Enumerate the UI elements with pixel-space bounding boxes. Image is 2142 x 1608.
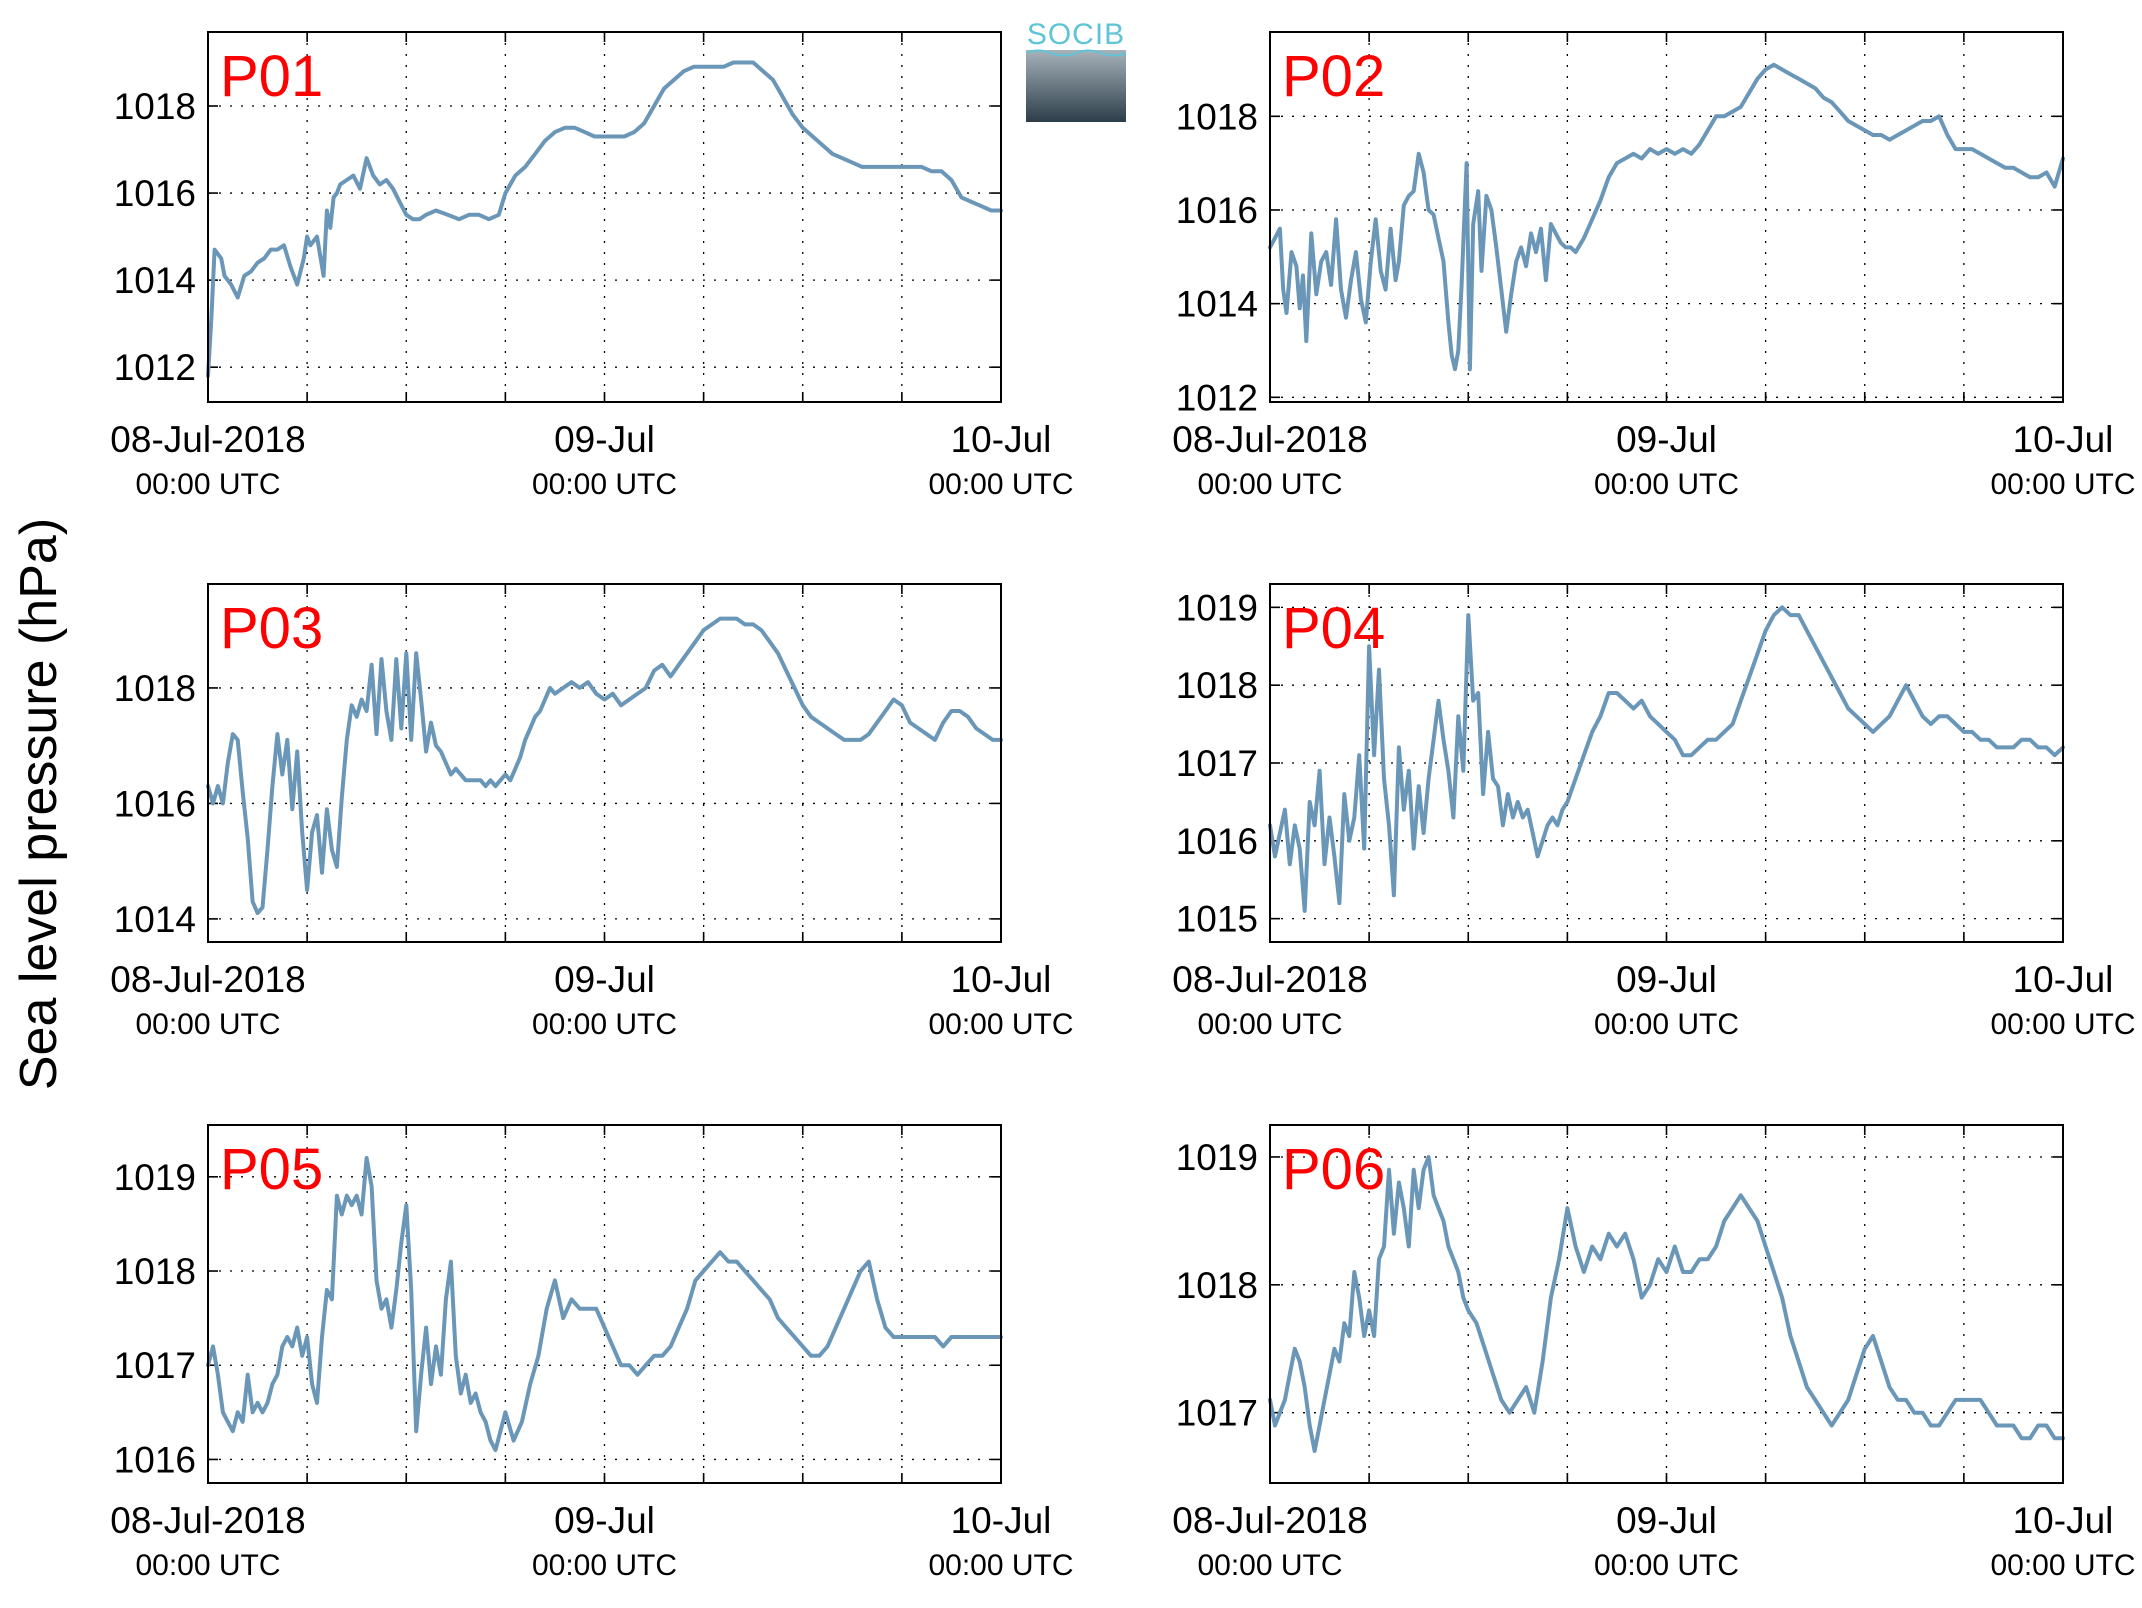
logo-wave (1026, 49, 1126, 57)
y-tick-label: 1018 (1176, 665, 1258, 706)
x-tick-label: 10-Jul (951, 419, 1052, 460)
x-tick-label: 10-Jul (951, 959, 1052, 1000)
y-tick-label: 1019 (1176, 1137, 1258, 1178)
x-tick-sublabel: 00:00 UTC (1990, 1549, 2135, 1582)
x-tick-label: 09-Jul (554, 1500, 655, 1541)
axes-frame (1269, 31, 2064, 403)
panel-p01: 1012 1014 1016 1018 08-Jul-2018 00:00 UTC 09-J… (110, 31, 1074, 501)
x-tick-label: 09-Jul (1616, 419, 1717, 460)
x-tick-label: 09-Jul (554, 959, 655, 1000)
y-tick-label: 1014 (114, 260, 196, 301)
logo-text: SOCIB (1026, 18, 1126, 51)
logo-box (1026, 50, 1126, 122)
x-tick-label: 09-Jul (1616, 959, 1717, 1000)
y-tick-label: 1018 (1176, 1265, 1258, 1306)
x-tick-sublabel: 00:00 UTC (1990, 468, 2135, 501)
x-tick-label: 08-Jul-2018 (1172, 419, 1367, 460)
y-tick-label: 1012 (114, 347, 196, 388)
x-tick-sublabel: 00:00 UTC (532, 468, 677, 501)
x-tick-label: 08-Jul-2018 (110, 419, 305, 460)
x-tick-sublabel: 00:00 UTC (1594, 1549, 1739, 1582)
panel-label: P03 (220, 596, 323, 661)
axes-frame (1269, 1124, 2064, 1484)
panel-p04: 1015 1016 1017 1018 1019 08-Jul-2018 00:00 UTC… (1172, 583, 2136, 1041)
x-tick-sublabel: 00:00 UTC (1197, 468, 1342, 501)
x-tick-sublabel: 00:00 UTC (928, 468, 1073, 501)
y-tick-label: 1016 (1176, 190, 1258, 231)
series-line (1268, 605, 2065, 913)
panel-label: P01 (220, 44, 323, 109)
x-tick-sublabel: 00:00 UTC (532, 1549, 677, 1582)
x-tick-label: 08-Jul-2018 (110, 1500, 305, 1541)
y-tick-label: 1017 (1176, 743, 1258, 784)
y-tick-label: 1017 (1176, 1393, 1258, 1434)
y-tick-label: 1014 (114, 899, 196, 940)
series-line (206, 1156, 1003, 1452)
x-tick-label: 09-Jul (1616, 1500, 1717, 1541)
y-tick-label: 1012 (1176, 377, 1258, 418)
y-tick-label: 1016 (114, 173, 196, 214)
x-tick-label: 10-Jul (2013, 419, 2114, 460)
series-line (206, 616, 1003, 916)
x-tick-sublabel: 00:00 UTC (928, 1549, 1073, 1582)
x-tick-sublabel: 00:00 UTC (928, 1008, 1073, 1041)
axes-frame (207, 31, 1002, 403)
x-tick-sublabel: 00:00 UTC (1197, 1008, 1342, 1041)
panel-label: P02 (1282, 44, 1385, 109)
y-tick-label: 1018 (1176, 96, 1258, 137)
x-tick-sublabel: 00:00 UTC (1594, 1008, 1739, 1041)
x-tick-sublabel: 00:00 UTC (135, 1008, 280, 1041)
x-tick-label: 10-Jul (2013, 1500, 2114, 1541)
x-tick-sublabel: 00:00 UTC (135, 1549, 280, 1582)
panel-p02: 1012 1014 1016 1018 08-Jul-2018 00:00 UTC 09-J… (1172, 31, 2136, 501)
socib-logo: SOCIB (1026, 18, 1126, 122)
y-tick-label: 1016 (1176, 821, 1258, 862)
panel-p05: 1016 1017 1018 1019 08-Jul-2018 00:00 UTC 09-J… (110, 1124, 1074, 1582)
y-tick-label: 1018 (114, 86, 196, 127)
series-line (1268, 1155, 2065, 1453)
panel-p06: 1017 1018 1019 08-Jul-2018 00:00 UTC 09-Jul 00… (1172, 1124, 2136, 1582)
axes-frame (207, 1124, 1002, 1484)
x-tick-label: 09-Jul (554, 419, 655, 460)
panel-label: P06 (1282, 1137, 1385, 1202)
y-tick-label: 1014 (1176, 284, 1258, 325)
axes-frame (1269, 583, 2064, 943)
y-tick-label: 1016 (114, 1439, 196, 1480)
x-tick-label: 10-Jul (2013, 959, 2114, 1000)
y-tick-label: 1018 (114, 1251, 196, 1292)
y-tick-label: 1018 (114, 668, 196, 709)
x-tick-sublabel: 00:00 UTC (532, 1008, 677, 1041)
panel-p03: 1014 1016 1018 08-Jul-2018 00:00 UTC 09-Jul 00… (110, 583, 1074, 1041)
y-tick-label: 1015 (1176, 899, 1258, 940)
x-tick-label: 08-Jul-2018 (110, 959, 305, 1000)
y-tick-label: 1019 (1176, 587, 1258, 628)
x-tick-sublabel: 00:00 UTC (1594, 468, 1739, 501)
y-axis-label: Sea level pressure (hPa) (10, 518, 68, 1090)
x-tick-label: 08-Jul-2018 (1172, 959, 1367, 1000)
panel-label: P04 (1282, 596, 1385, 661)
series-line (206, 60, 1003, 378)
panel-label: P05 (220, 1137, 323, 1202)
x-tick-label: 10-Jul (951, 1500, 1052, 1541)
y-tick-label: 1019 (114, 1157, 196, 1198)
x-tick-sublabel: 00:00 UTC (1990, 1008, 2135, 1041)
x-tick-label: 08-Jul-2018 (1172, 1500, 1367, 1541)
x-tick-sublabel: 00:00 UTC (1197, 1549, 1342, 1582)
y-tick-label: 1017 (114, 1345, 196, 1386)
series-line (1268, 62, 2065, 372)
axes-frame (207, 583, 1002, 943)
y-tick-label: 1016 (114, 783, 196, 824)
x-tick-sublabel: 00:00 UTC (135, 468, 280, 501)
